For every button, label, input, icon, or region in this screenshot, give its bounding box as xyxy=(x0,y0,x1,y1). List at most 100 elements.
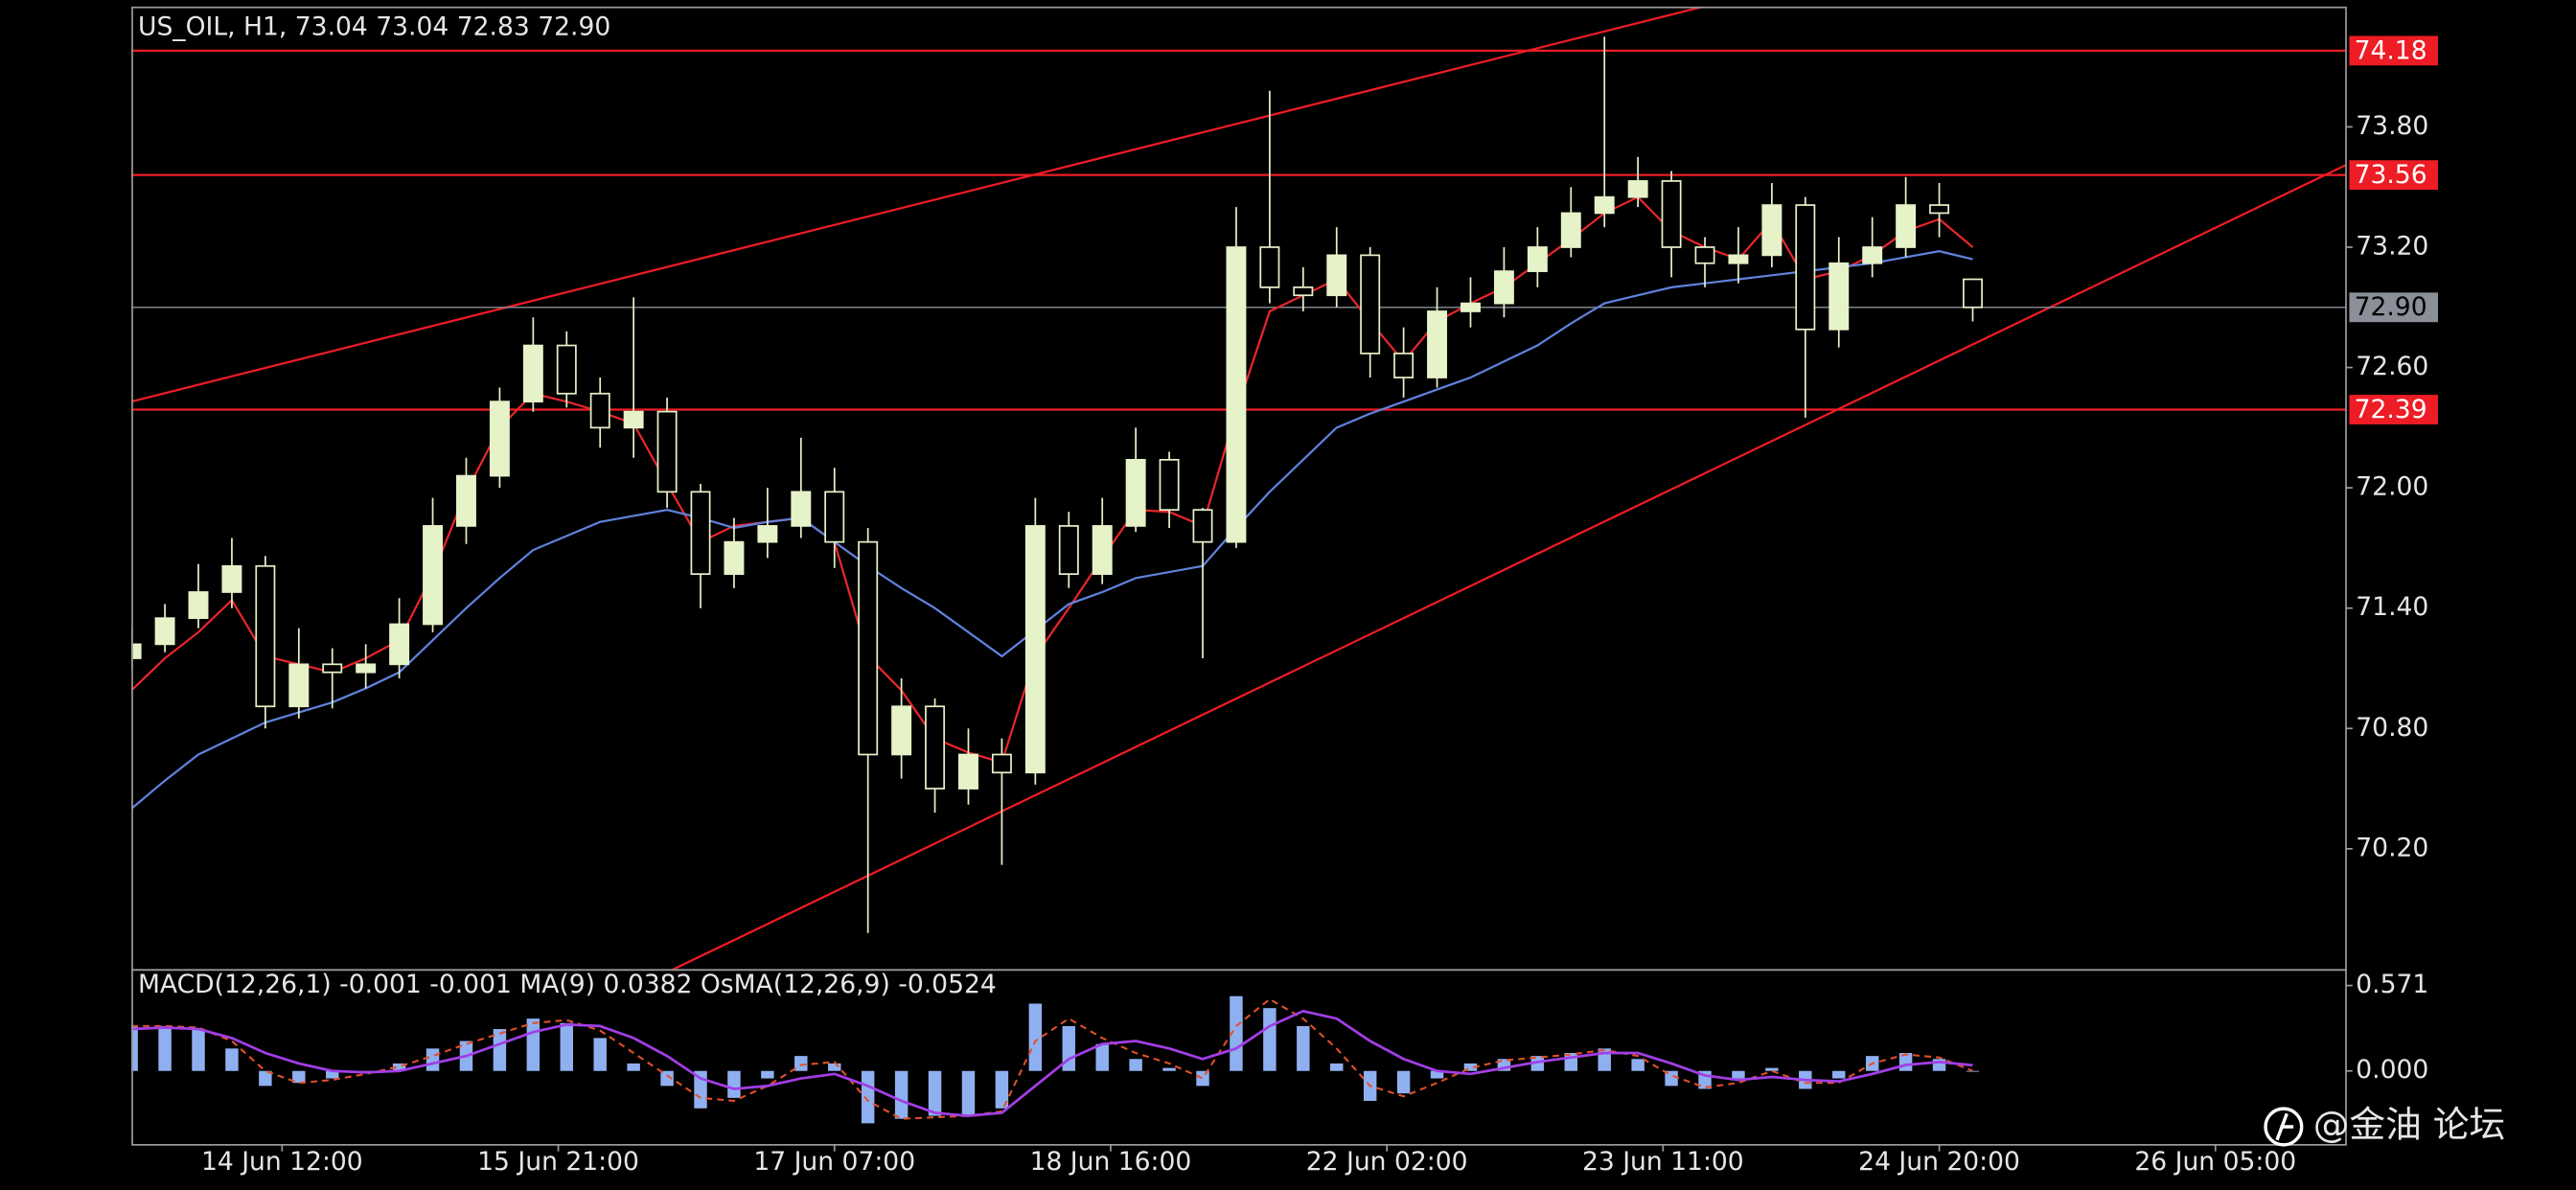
candle-body xyxy=(188,591,209,620)
candle-body xyxy=(356,663,377,674)
candle-body xyxy=(1024,525,1046,774)
macd-bar xyxy=(894,1070,908,1119)
candle-body xyxy=(1828,262,1850,331)
candle-body xyxy=(1293,286,1314,297)
candle-body xyxy=(1862,246,1883,264)
candle-body xyxy=(1058,525,1079,575)
macd-bar xyxy=(794,1056,808,1071)
candle-body xyxy=(1192,509,1213,543)
macd-bar xyxy=(1095,1043,1109,1071)
macd-bar xyxy=(1665,1070,1678,1087)
candle-body xyxy=(1527,246,1548,272)
candle-body xyxy=(1226,246,1247,543)
trendline xyxy=(671,164,2346,970)
price-pane xyxy=(131,6,2346,970)
macd-pane xyxy=(131,995,1980,1124)
candle-body xyxy=(656,410,678,493)
macd-frame xyxy=(131,969,2347,1146)
candle-body xyxy=(221,564,242,593)
signal-line xyxy=(131,1009,1973,1117)
x-tick-label: 18 Jun 16:00 xyxy=(1030,1147,1192,1177)
macd-bar xyxy=(861,1070,875,1124)
macd-bar xyxy=(259,1070,272,1087)
candle-body xyxy=(589,392,610,429)
price-level-box xyxy=(2349,395,2438,424)
candle-body xyxy=(389,623,410,666)
candle-body xyxy=(1360,254,1381,355)
x-tick-label: 15 Jun 21:00 xyxy=(477,1147,639,1177)
candle-body xyxy=(824,491,845,543)
macd-bar xyxy=(560,1022,574,1071)
candle-body xyxy=(489,400,510,477)
candle-body xyxy=(623,410,644,429)
watermark-logo xyxy=(2264,1107,2304,1147)
macd-y-tick-label: 0.571 xyxy=(2356,970,2428,999)
x-tick-label: 26 Jun 05:00 xyxy=(2134,1147,2296,1177)
candle-body xyxy=(891,705,912,756)
candle-body xyxy=(757,525,778,543)
candle-body xyxy=(1728,254,1749,264)
macd-title: MACD(12,26,1) -0.001 -0.001 MA(9) 0.0382… xyxy=(138,970,997,999)
macd-bar xyxy=(192,1029,205,1071)
macd-bar xyxy=(660,1070,674,1087)
macd-bar xyxy=(928,1070,942,1116)
macd-bar xyxy=(1162,1067,1176,1071)
macd-bar xyxy=(1732,1070,1745,1079)
candle-body xyxy=(991,753,1012,774)
macd-bar xyxy=(1062,1025,1076,1071)
macd-bar xyxy=(426,1048,440,1071)
macd-y-tick-label: 0.000 xyxy=(2356,1055,2428,1085)
candle-body xyxy=(1795,204,1816,331)
trendline xyxy=(131,6,1708,403)
macd-bar xyxy=(1832,1070,1846,1079)
candle-body xyxy=(1460,302,1481,312)
candle-body xyxy=(1694,246,1715,264)
candle-body xyxy=(1159,458,1180,512)
candle-body xyxy=(456,474,476,527)
macd-bar xyxy=(828,1063,841,1071)
candle-body xyxy=(858,540,879,756)
macd-bar xyxy=(627,1063,640,1071)
macd-bar xyxy=(292,1070,306,1084)
y-tick-label: 73.80 xyxy=(2356,111,2428,141)
candle-body xyxy=(1560,212,1581,248)
macd-bar xyxy=(1297,1025,1310,1071)
macd-bar xyxy=(995,1070,1009,1109)
macd-bar xyxy=(326,1070,339,1079)
macd-bar xyxy=(593,1038,607,1071)
candle-body xyxy=(255,564,276,708)
macd-bar xyxy=(392,1063,406,1071)
macd-bar xyxy=(526,1018,540,1071)
candle-body xyxy=(322,663,343,674)
candle-body xyxy=(1929,204,1950,215)
candle-body xyxy=(690,491,711,575)
candle-body xyxy=(154,617,175,646)
macd-bar xyxy=(1230,995,1243,1071)
y-tick-label: 72.00 xyxy=(2356,472,2428,502)
y-tick-label: 73.20 xyxy=(2356,232,2428,262)
candle-body xyxy=(1594,195,1615,215)
chart-title: US_OIL, H1, 73.04 73.04 72.83 72.90 xyxy=(138,12,610,42)
x-tick-label: 23 Jun 11:00 xyxy=(1582,1147,1744,1177)
price-level-label: 72.39 xyxy=(2355,395,2427,424)
y-tick-label: 70.20 xyxy=(2356,833,2428,862)
y-tick-label: 71.40 xyxy=(2356,592,2428,622)
macd-bar xyxy=(1396,1070,1411,1094)
candle-body xyxy=(1661,180,1682,248)
price-level-box xyxy=(2349,292,2438,323)
macd-bar xyxy=(1631,1059,1644,1071)
candle-body xyxy=(522,344,543,403)
macd-bar xyxy=(1129,1059,1142,1071)
candle-body xyxy=(1627,180,1648,198)
macd-bar xyxy=(1263,1008,1276,1071)
x-tick-label: 24 Jun 20:00 xyxy=(1858,1147,2020,1177)
candle-body xyxy=(1125,458,1146,527)
macd-bar xyxy=(1463,1063,1478,1071)
macd-bar xyxy=(131,1025,138,1071)
candle-body xyxy=(791,491,812,527)
x-tick-label: 14 Jun 12:00 xyxy=(201,1147,363,1177)
candle-body xyxy=(1896,204,1917,248)
candle-body xyxy=(1761,204,1782,257)
macd-bar xyxy=(158,1025,172,1071)
